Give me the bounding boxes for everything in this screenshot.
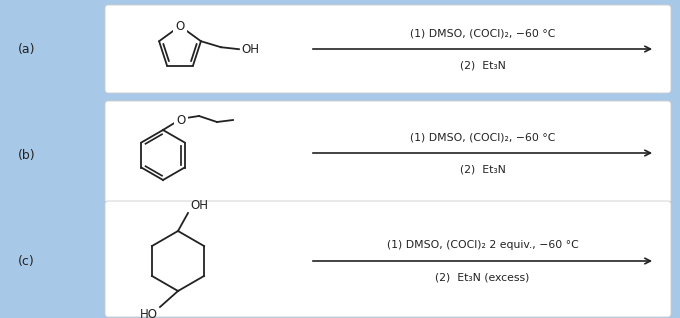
Text: (c): (c) — [18, 254, 35, 267]
Text: O: O — [175, 19, 185, 32]
Text: OH: OH — [190, 199, 208, 212]
Text: (2)  Et₃N: (2) Et₃N — [460, 164, 505, 174]
Text: (1) DMSO, (COCl)₂, −60 °C: (1) DMSO, (COCl)₂, −60 °C — [410, 28, 555, 38]
FancyBboxPatch shape — [105, 201, 671, 317]
Text: OH: OH — [241, 43, 259, 56]
Text: HO: HO — [140, 308, 158, 318]
FancyBboxPatch shape — [105, 101, 671, 203]
Text: (a): (a) — [18, 44, 35, 57]
Text: O: O — [176, 114, 186, 127]
Text: (b): (b) — [18, 149, 35, 162]
Text: (1) DMSO, (COCl)₂, −60 °C: (1) DMSO, (COCl)₂, −60 °C — [410, 132, 555, 142]
Text: (2)  Et₃N (excess): (2) Et₃N (excess) — [435, 272, 530, 282]
Text: (1) DMSO, (COCl)₂ 2 equiv., −60 °C: (1) DMSO, (COCl)₂ 2 equiv., −60 °C — [387, 240, 579, 250]
Text: (2)  Et₃N: (2) Et₃N — [460, 60, 505, 70]
FancyBboxPatch shape — [105, 5, 671, 93]
